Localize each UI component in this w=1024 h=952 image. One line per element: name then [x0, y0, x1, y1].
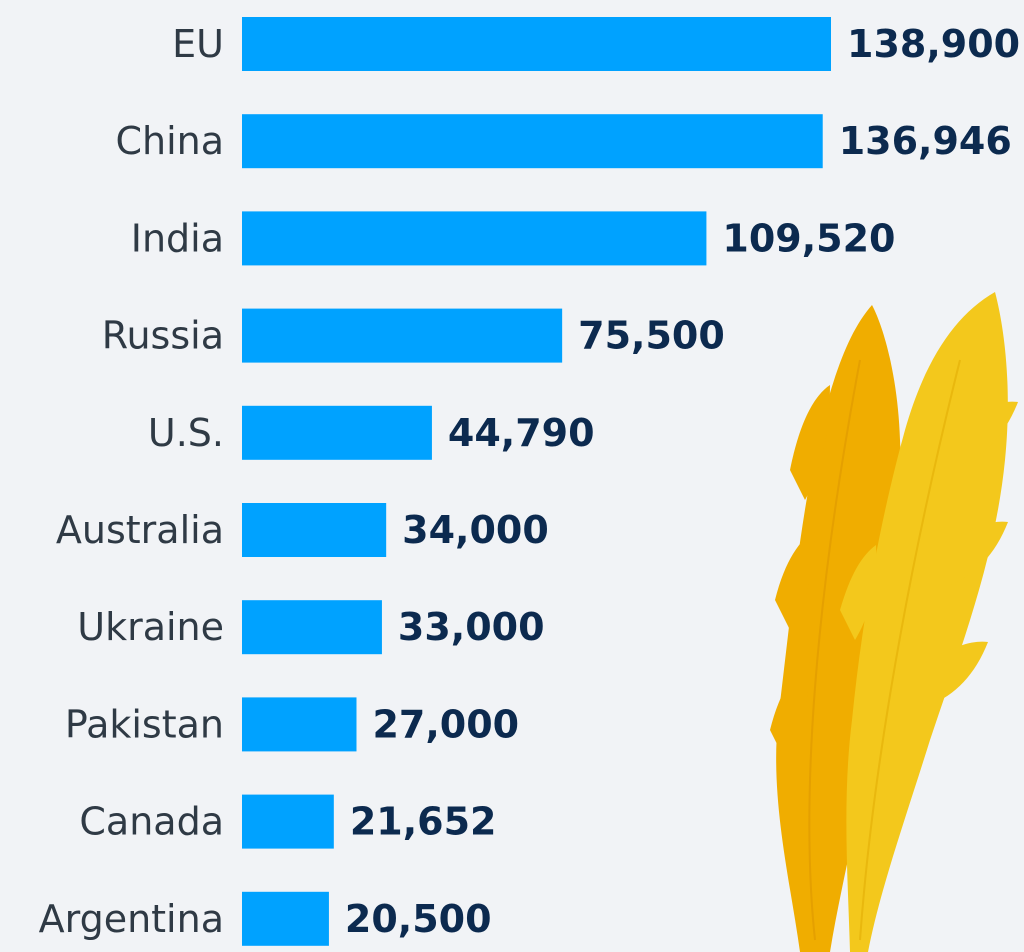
category-label: Canada: [79, 800, 224, 844]
category-label: China: [115, 119, 224, 163]
wheat-leaf-orange-3: [770, 660, 810, 760]
wheat-leaf-yellow-3: [930, 641, 988, 705]
wheat-leaf-yellow-4: [840, 545, 877, 640]
category-label: Ukraine: [77, 605, 224, 649]
bar: [242, 17, 831, 71]
wheat-vein-1: [859, 359, 961, 941]
category-label: India: [131, 216, 224, 260]
value-label: 20,500: [345, 897, 492, 941]
value-label: 109,520: [722, 216, 895, 260]
category-label: Argentina: [39, 897, 224, 941]
value-label: 138,900: [847, 22, 1020, 66]
category-label: EU: [172, 22, 224, 66]
bar: [242, 891, 329, 946]
wheat-leaf-yellow-1: [960, 401, 1018, 465]
bar: [242, 697, 357, 752]
category-label: Australia: [56, 508, 224, 552]
value-label: 21,652: [350, 800, 497, 844]
bar: [242, 794, 334, 849]
bar: [242, 600, 382, 655]
bar: [242, 308, 563, 363]
value-label: 33,000: [398, 605, 545, 649]
category-label: U.S.: [148, 411, 224, 455]
category-label: Russia: [102, 314, 224, 358]
wheat-leaf-orange-1: [790, 385, 830, 500]
wheat-vein-2: [808, 359, 861, 941]
category-label: Pakistan: [65, 702, 224, 746]
value-label: 136,946: [839, 119, 1012, 163]
value-label: 44,790: [448, 411, 595, 455]
wheat-leaf-orange-2: [775, 530, 815, 630]
bar: [242, 211, 707, 266]
value-label: 27,000: [372, 702, 519, 746]
wheat-ear-orange: [776, 305, 901, 952]
value-label: 75,500: [578, 314, 725, 358]
value-label: 34,000: [402, 508, 549, 552]
bar: [242, 114, 823, 169]
bar: [242, 405, 432, 460]
bars-layer: EU 138,900 China 136,946 India 109,520 Russia 7…: [39, 17, 1020, 946]
wheat-illustration: [770, 292, 1018, 952]
wheat-leaf-yellow-2: [950, 521, 1008, 585]
bar: [242, 503, 387, 557]
